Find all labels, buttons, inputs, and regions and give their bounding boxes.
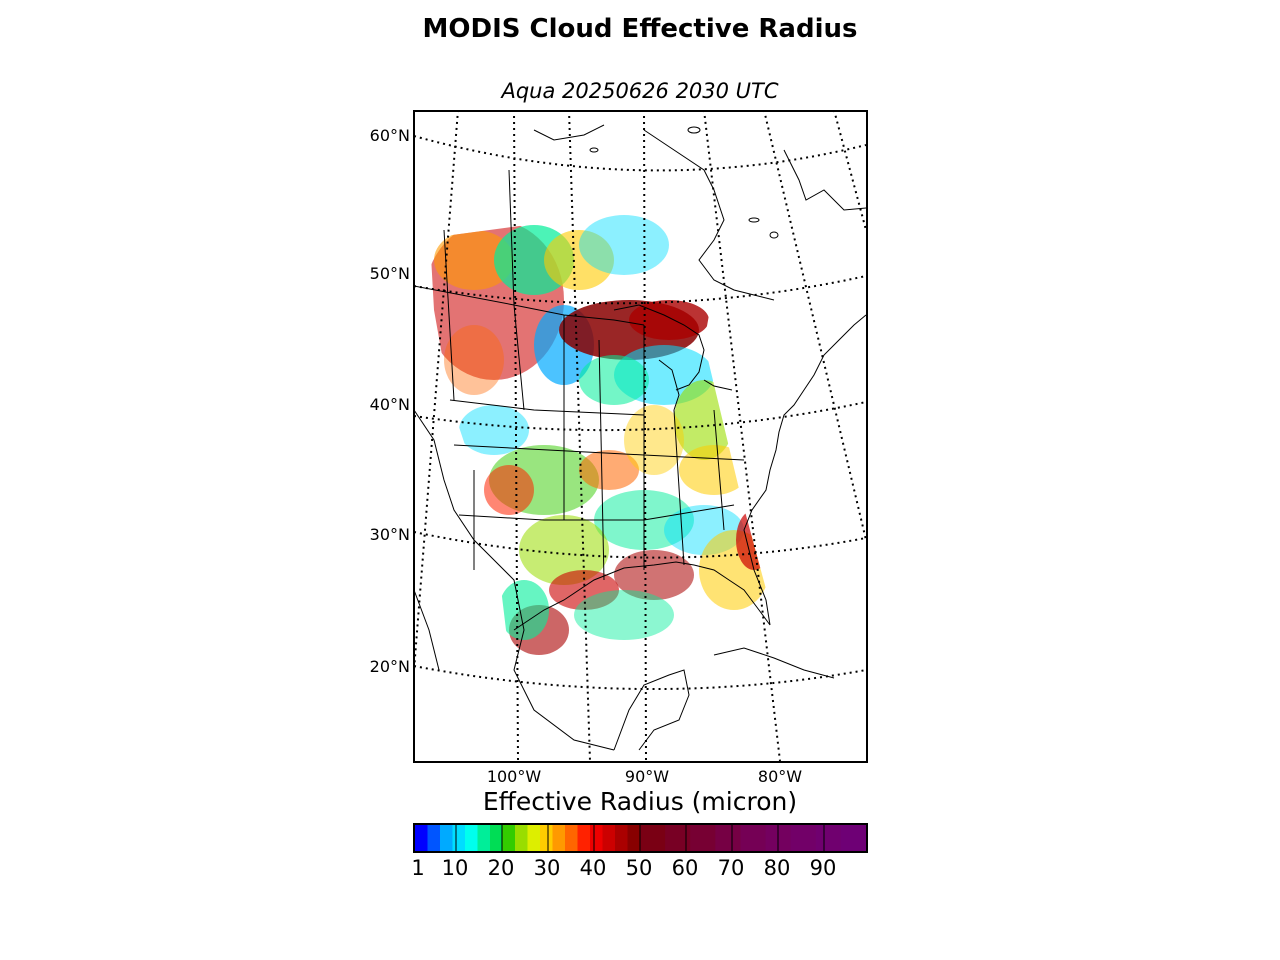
latitude-label-40n: 40°N xyxy=(369,395,410,414)
political-borders xyxy=(414,169,745,581)
colorbar-segment xyxy=(690,825,716,851)
colorbar-segment xyxy=(627,825,641,851)
colorbar-tick-70: 70 xyxy=(717,856,745,880)
colorbar-segment xyxy=(815,825,842,851)
colorbar-segment xyxy=(840,825,866,851)
colorbar-tick-40: 40 xyxy=(579,856,607,880)
longitude-label-90w: 90°W xyxy=(624,767,670,786)
longitude-label-100w: 100°W xyxy=(486,767,542,786)
colorbar-segment xyxy=(540,825,553,851)
colorbar-tick-60: 60 xyxy=(671,856,699,880)
longitude-label-80w: 80°W xyxy=(757,767,803,786)
latitude-label-20n: 20°N xyxy=(369,657,410,676)
colorbar-tick-20: 20 xyxy=(487,856,515,880)
colorbar-segment xyxy=(590,825,603,851)
colorbar-segment xyxy=(415,825,428,851)
colorbar-tick-1: 1 xyxy=(411,856,425,880)
coastlines xyxy=(414,124,866,751)
colorbar-tick-10: 10 xyxy=(441,856,469,880)
latitude-label-60n: 60°N xyxy=(369,126,410,145)
colorbar-segment xyxy=(640,825,666,851)
colorbar-segment xyxy=(740,825,767,851)
colorbar-tick-30: 30 xyxy=(533,856,561,880)
map-panel xyxy=(414,110,866,761)
colorbar-segment xyxy=(790,825,817,851)
colorbar-tick-90: 90 xyxy=(809,856,837,880)
colorbar-segment xyxy=(477,825,491,851)
colorbar-segment xyxy=(502,825,516,851)
colorbar-segment xyxy=(452,825,466,851)
longitude-gridlines xyxy=(414,110,866,761)
colorbar xyxy=(413,823,868,853)
colorbar-segment xyxy=(615,825,628,851)
colorbar-segment xyxy=(427,825,441,851)
colorbar-segment xyxy=(552,825,566,851)
colorbar-segment xyxy=(602,825,616,851)
colorbar-label: Effective Radius (micron) xyxy=(482,787,798,816)
colorbar-tick-80: 80 xyxy=(763,856,791,880)
plot-subtitle: Aqua 20250626 2030 UTC xyxy=(501,79,779,103)
colorbar-segment xyxy=(565,825,578,851)
cloud-swath xyxy=(430,208,776,668)
colorbar-segment xyxy=(465,825,478,851)
plot-title: MODIS Cloud Effective Radius xyxy=(422,14,858,44)
colorbar-segment xyxy=(577,825,591,851)
colorbar-segment xyxy=(527,825,541,851)
lakes xyxy=(589,126,779,239)
colorbar-segment xyxy=(440,825,453,851)
colorbar-segment xyxy=(715,825,741,851)
latitude-label-30n: 30°N xyxy=(369,525,410,544)
colorbar-segment xyxy=(665,825,691,851)
latitude-label-50n: 50°N xyxy=(369,264,410,283)
colorbar-tick-50: 50 xyxy=(625,856,653,880)
colorbar-segment xyxy=(515,825,528,851)
colorbar-segment xyxy=(490,825,503,851)
